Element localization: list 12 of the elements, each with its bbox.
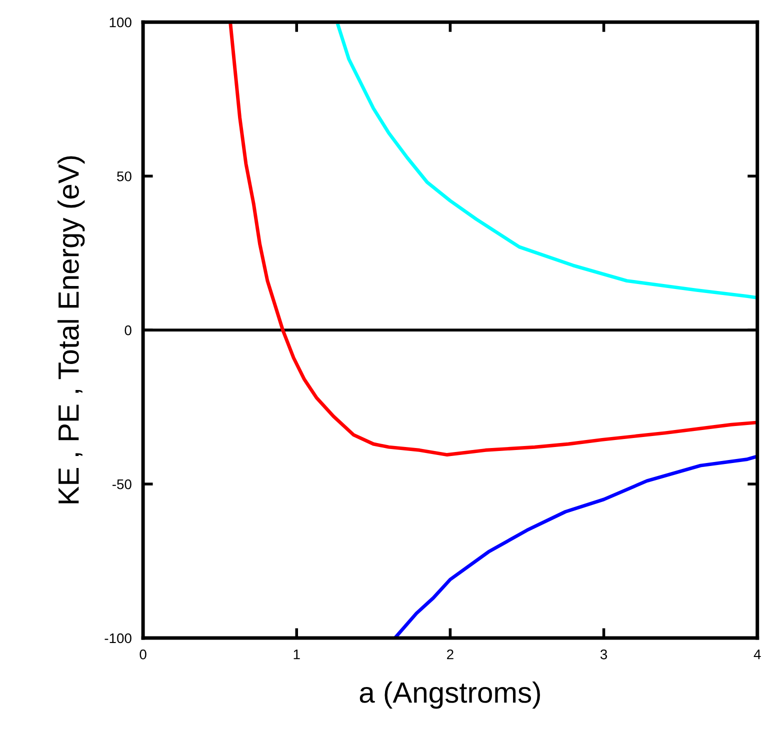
x-tick-label: 3 (600, 649, 608, 660)
y-axis-title: KE , PE , Total Energy (eV) (58, 156, 85, 504)
y-tick-label: -50 (112, 479, 132, 490)
x-tick-label: 1 (294, 650, 300, 660)
y-tick-label: -100 (104, 633, 132, 644)
y-tick-label: 100 (110, 17, 132, 28)
y-tick-label: 0 (124, 325, 132, 336)
x-axis-title: a (Angstroms) (360, 682, 540, 709)
x-tick-label: 2 (447, 649, 454, 660)
x-tick-label: 0 (140, 649, 146, 660)
x-tick-label: 4 (754, 650, 761, 660)
y-tick-label: 50 (117, 171, 132, 182)
